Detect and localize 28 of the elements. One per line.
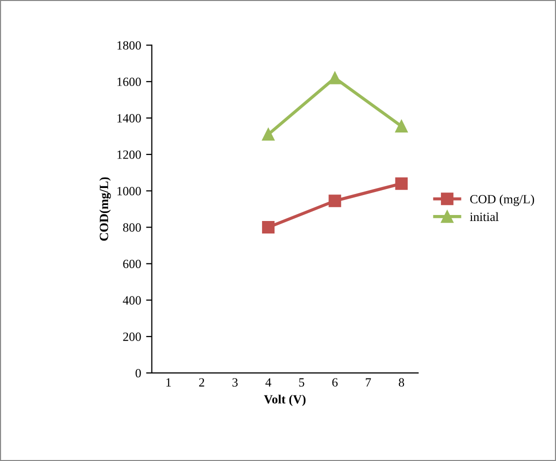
legend-label: COD (mg/L) — [470, 194, 534, 206]
y-tick-label: 1600 — [117, 78, 141, 86]
point — [328, 72, 342, 84]
x-axis-title: Volt (V) — [264, 394, 306, 406]
point — [328, 194, 342, 208]
y-tick-label: 800 — [123, 223, 141, 232]
y-tick-label: 0 — [136, 368, 141, 378]
x-tick-label: 7 — [366, 378, 371, 386]
y-tick-label: 1800 — [117, 41, 141, 50]
x-tick-label: 8 — [398, 378, 404, 387]
x-tick-label: 1 — [166, 378, 171, 386]
y-tick-label: 1200 — [117, 150, 141, 159]
x-tick-label: 4 — [265, 378, 272, 386]
y-tick-label: 1400 — [117, 114, 141, 122]
x-tick-label: 2 — [199, 378, 204, 386]
point — [262, 221, 275, 234]
x-tick-label: 5 — [299, 378, 304, 387]
point — [395, 177, 408, 190]
y-tick-label: 600 — [123, 260, 141, 268]
point — [395, 120, 408, 132]
y-tick-label: 1000 — [117, 186, 141, 196]
x-tick-label: 6 — [332, 378, 338, 387]
point — [262, 128, 275, 141]
y-tick-label: 200 — [123, 332, 141, 341]
y-axis-title: COD(mg/L) — [99, 177, 111, 241]
y-tick-label: 400 — [122, 296, 141, 305]
x-tick-label: 3 — [232, 378, 238, 387]
legend-label: initial — [470, 212, 499, 222]
